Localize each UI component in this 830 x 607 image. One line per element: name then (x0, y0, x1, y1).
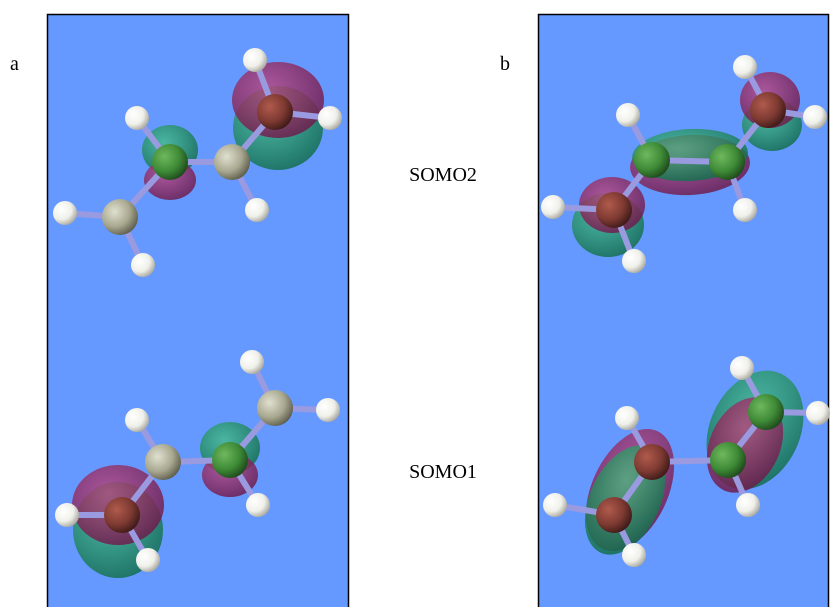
carbon-atom (257, 390, 293, 426)
panel-label: b (500, 53, 510, 75)
figure: a b SOMO2 SOMO1 (0, 0, 830, 607)
carbon-atom (102, 199, 138, 235)
hydrogen-atom (131, 253, 155, 277)
hydrogen-atom (125, 106, 149, 130)
hydrogen-atom (136, 548, 160, 572)
carbon-atom (104, 497, 140, 533)
carbon-atom (634, 142, 670, 178)
hydrogen-atom (622, 543, 646, 567)
orbital-label: SOMO2 (409, 164, 477, 186)
hydrogen-atom (622, 249, 646, 273)
hydrogen-atom (318, 106, 342, 130)
orbital-label: SOMO1 (409, 461, 477, 483)
hydrogen-atom (733, 55, 757, 79)
carbon-atom (214, 144, 250, 180)
hydrogen-atom (803, 105, 827, 129)
carbon-atom (152, 144, 188, 180)
page: a b SOMO2 SOMO1 (() => { const data = JS… (0, 0, 830, 607)
carbon-atom (750, 92, 786, 128)
hydrogen-atom (243, 48, 267, 72)
hydrogen-atom (246, 493, 270, 517)
hydrogen-atom (806, 401, 830, 425)
carbon-atom (145, 444, 181, 480)
hydrogen-atom (730, 356, 754, 380)
carbon-atom (596, 192, 632, 228)
hydrogen-atom (245, 198, 269, 222)
panel-label: a (10, 53, 19, 75)
hydrogen-atom (55, 503, 79, 527)
hydrogen-atom (733, 198, 757, 222)
hydrogen-atom (53, 201, 77, 225)
carbon-atom (748, 394, 784, 430)
hydrogen-atom (543, 493, 567, 517)
carbon-atom (634, 444, 670, 480)
carbon-atom (257, 94, 293, 130)
hydrogen-atom (316, 398, 340, 422)
carbon-atom (710, 442, 746, 478)
hydrogen-atom (125, 408, 149, 432)
carbon-atom (709, 144, 745, 180)
carbon-atom (596, 497, 632, 533)
hydrogen-atom (736, 493, 760, 517)
hydrogen-atom (240, 350, 264, 374)
hydrogen-atom (616, 103, 640, 127)
carbon-atom (212, 442, 248, 478)
hydrogen-atom (615, 406, 639, 430)
hydrogen-atom (541, 195, 565, 219)
